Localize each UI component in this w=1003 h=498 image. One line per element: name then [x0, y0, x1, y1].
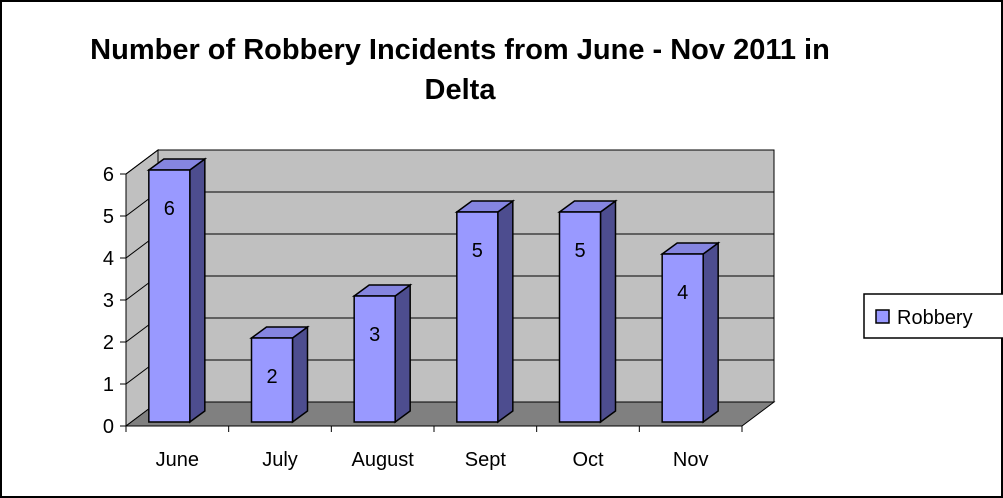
bar-front	[661, 253, 704, 423]
x-tick-label: Sept	[465, 449, 507, 471]
legend-swatch	[875, 309, 890, 324]
y-tick-label: 0	[103, 416, 114, 438]
bar-side	[599, 199, 617, 424]
data-label: 5	[472, 240, 483, 262]
legend-label: Robbery	[897, 307, 973, 329]
gridline	[125, 149, 774, 175]
bar	[351, 283, 413, 424]
x-tick-label: July	[262, 449, 298, 471]
x-tick-label: June	[156, 449, 199, 471]
y-tick-label: 2	[103, 332, 114, 354]
bar-side	[497, 199, 514, 424]
bar	[557, 199, 618, 424]
data-label: 6	[164, 198, 175, 220]
bar-side	[394, 283, 411, 424]
y-tick-label: 4	[103, 248, 114, 270]
bar	[659, 241, 721, 424]
data-label: 3	[369, 324, 380, 346]
bar-side	[702, 241, 719, 424]
bar-front	[558, 211, 602, 423]
bar-front	[148, 169, 191, 423]
y-tick-label: 6	[103, 164, 114, 186]
data-label: 5	[574, 240, 585, 262]
chart-title: Number of Robbery Incidents from June - …	[90, 34, 830, 106]
bar-front	[456, 211, 499, 423]
data-label: 2	[266, 366, 277, 388]
bar	[249, 325, 310, 424]
bar-front	[250, 337, 294, 423]
bar-front	[353, 295, 396, 423]
y-tick-label: 5	[103, 206, 114, 228]
bar	[146, 157, 208, 424]
bar-side	[291, 325, 309, 424]
x-tick-label: Oct	[572, 449, 604, 471]
x-tick-label: August	[352, 449, 415, 471]
data-label: 4	[677, 282, 688, 304]
bar-side	[189, 157, 206, 424]
y-tick-label: 3	[103, 290, 114, 312]
bar	[454, 199, 516, 424]
x-tick-label: Nov	[673, 449, 709, 471]
y-tick-label: 1	[103, 374, 114, 396]
